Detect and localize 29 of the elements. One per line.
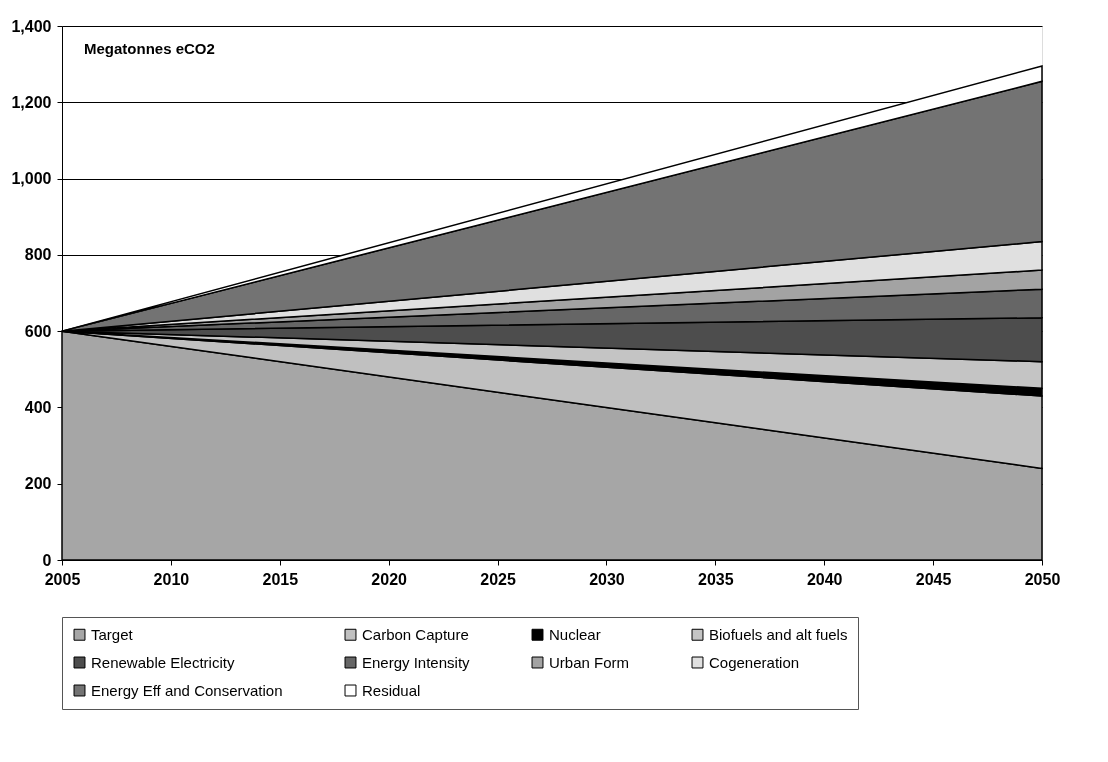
y-tick-label: 1,200 — [11, 93, 52, 111]
legend-label: Energy Intensity — [362, 653, 471, 671]
x-tick-label: 2005 — [44, 570, 81, 588]
x-tick-label: 2025 — [480, 570, 516, 588]
legend-label: Residual — [362, 681, 421, 699]
y-tick-label: 1,000 — [11, 170, 52, 188]
legend-label: Cogeneration — [709, 653, 800, 671]
y-tick-label: 800 — [24, 246, 52, 264]
x-tick-label: 2040 — [806, 570, 843, 588]
x-tick-label: 2010 — [153, 570, 190, 588]
y-tick-label: 0 — [42, 551, 52, 569]
legend-label: Energy Eff and Conservation — [91, 681, 283, 699]
y-tick-label: 1,400 — [11, 17, 52, 35]
legend-label: Urban Form — [549, 653, 630, 671]
x-tick-label: 2020 — [371, 570, 408, 588]
x-tick-label: 2030 — [589, 570, 625, 588]
legend-label: Nuclear — [549, 625, 601, 643]
legend-label: Target — [91, 625, 134, 643]
x-tick-label: 2015 — [262, 570, 299, 588]
y-tick-label: 600 — [24, 322, 52, 340]
x-tick-label: 2045 — [915, 570, 952, 588]
y-tick-label: 200 — [24, 475, 52, 493]
legend-label: Biofuels and alt fuels — [709, 625, 848, 643]
x-tick-label: 2050 — [1024, 570, 1061, 588]
x-tick-label: 2035 — [698, 570, 734, 588]
legend-label: Renewable Electricity — [91, 653, 235, 671]
annotation: Megatonnes eCO2 — [84, 40, 215, 57]
legend-label: Carbon Capture — [362, 625, 469, 643]
y-tick-label: 400 — [24, 398, 52, 416]
